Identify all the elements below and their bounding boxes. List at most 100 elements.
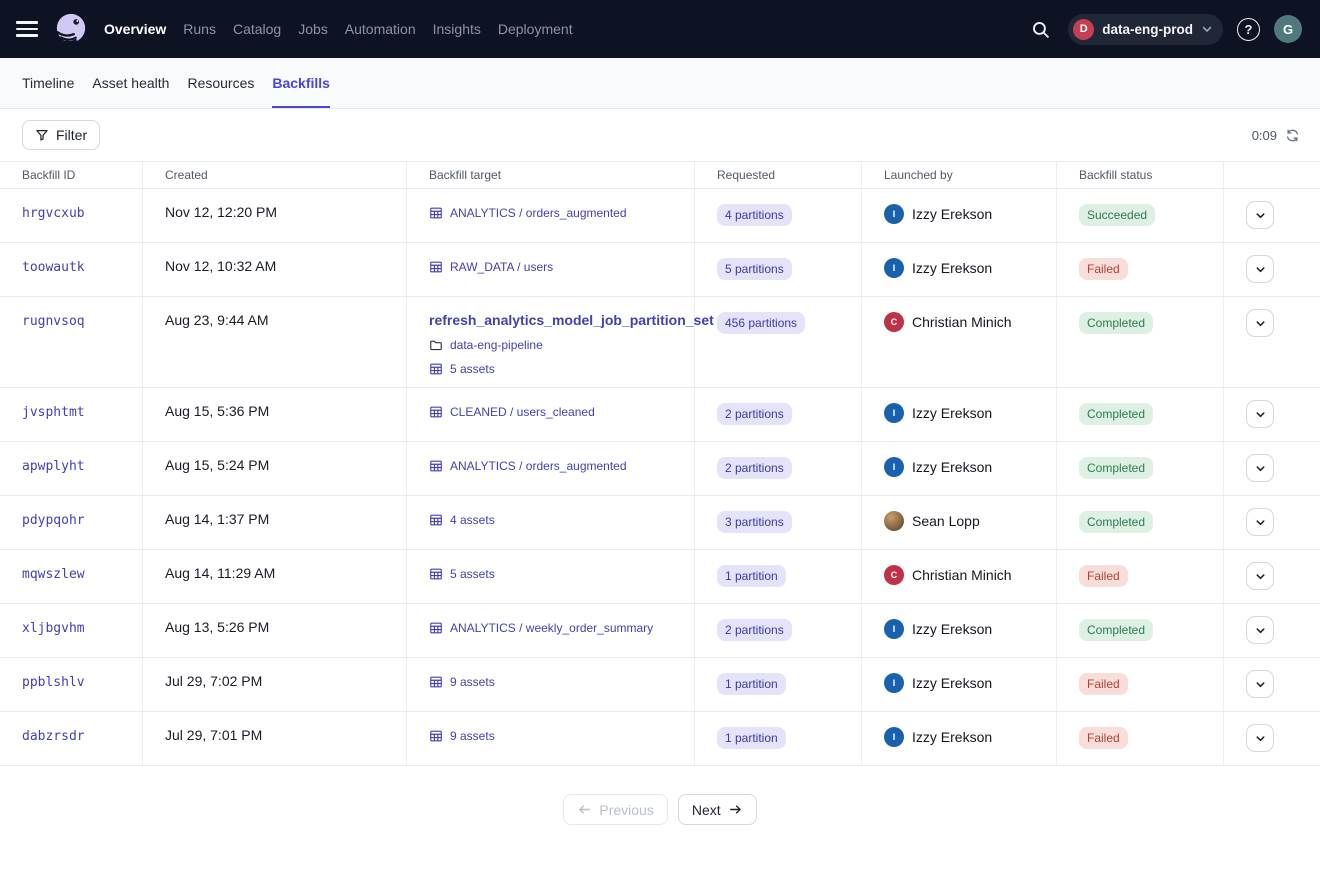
backfill-target-link[interactable]: ANALYTICS / orders_augmented <box>450 457 627 475</box>
asset-table-icon <box>429 729 443 743</box>
backfill-target-link[interactable]: ANALYTICS / orders_augmented <box>450 204 627 222</box>
nav-item-deployment[interactable]: Deployment <box>498 21 573 37</box>
created-cell: Aug 13, 5:26 PM <box>143 604 407 657</box>
chevron-down-icon <box>1254 624 1267 637</box>
row-actions-button[interactable] <box>1246 454 1274 482</box>
backfill-target-link[interactable]: CLEANED / users_cleaned <box>450 403 595 421</box>
backfill-id-link[interactable]: apwplyht <box>22 459 85 474</box>
backfill-id-link[interactable]: jvsphtmt <box>22 405 85 420</box>
backfill-id-link[interactable]: toowautk <box>22 260 85 275</box>
requested-cell: 5 partitions <box>695 243 862 296</box>
backfill-target-link[interactable]: ANALYTICS / weekly_order_summary <box>450 619 653 637</box>
backfill-target-cell: ANALYTICS / orders_augmented <box>407 442 695 495</box>
table-row: dabzrsdr Jul 29, 7:01 PM 9 assets 1 part… <box>0 712 1320 766</box>
status-badge: Failed <box>1079 258 1128 280</box>
deployment-switcher[interactable]: D data-eng-prod <box>1068 14 1223 45</box>
arrow-right-icon <box>728 802 743 817</box>
table-row: mqwszlew Aug 14, 11:29 AM 5 assets 1 par… <box>0 550 1320 604</box>
actions-cell <box>1224 550 1320 603</box>
tab-resources[interactable]: Resources <box>187 58 254 108</box>
launched-by-cell: I Izzy Erekson <box>862 442 1057 495</box>
help-button[interactable]: ? <box>1237 18 1260 41</box>
backfill-target-link[interactable]: 9 assets <box>450 673 495 691</box>
pagination: Previous Next <box>0 794 1320 825</box>
asset-table-icon <box>429 362 443 376</box>
previous-page-button[interactable]: Previous <box>563 794 667 825</box>
created-cell: Aug 23, 9:44 AM <box>143 297 407 387</box>
main-nav: Overview Runs Catalog Jobs Automation Insight… <box>104 21 573 37</box>
requested-cell: 456 partitions <box>695 297 862 387</box>
filter-button[interactable]: Filter <box>22 120 100 150</box>
nav-item-insights[interactable]: Insights <box>433 21 481 37</box>
table-row: hrgvcxub Nov 12, 12:20 PM ANALYTICS / or… <box>0 189 1320 243</box>
next-page-button[interactable]: Next <box>678 794 757 825</box>
row-actions-button[interactable] <box>1246 724 1274 752</box>
row-actions-button[interactable] <box>1246 670 1274 698</box>
created-timestamp: Aug 13, 5:26 PM <box>165 619 269 635</box>
backfill-id-link[interactable]: xljbgvhm <box>22 621 85 636</box>
requested-cell: 2 partitions <box>695 442 862 495</box>
created-timestamp: Nov 12, 12:20 PM <box>165 204 277 220</box>
row-actions-button[interactable] <box>1246 201 1274 229</box>
tab-asset-health[interactable]: Asset health <box>92 58 169 108</box>
column-header-backfill-id: Backfill ID <box>0 162 143 188</box>
column-header-backfill-status: Backfill status <box>1057 162 1224 188</box>
row-actions-button[interactable] <box>1246 400 1274 428</box>
backfill-id-link[interactable]: pdypqohr <box>22 513 85 528</box>
backfill-target-link[interactable]: 5 assets <box>450 360 495 378</box>
hamburger-menu-icon[interactable] <box>16 16 42 42</box>
requested-badge: 2 partitions <box>717 619 792 641</box>
nav-item-catalog[interactable]: Catalog <box>233 21 281 37</box>
backfill-target-link[interactable]: 5 assets <box>450 565 495 583</box>
launched-by-name: Izzy Erekson <box>912 260 992 276</box>
nav-item-overview[interactable]: Overview <box>104 21 166 37</box>
requested-cell: 1 partition <box>695 712 862 765</box>
backfill-target-cell: refresh_analytics_model_job_partition_se… <box>407 297 695 387</box>
tab-backfills[interactable]: Backfills <box>272 58 330 108</box>
deployment-initial-badge: D <box>1073 19 1094 40</box>
tab-timeline[interactable]: Timeline <box>22 58 74 108</box>
actions-cell <box>1224 712 1320 765</box>
nav-item-jobs[interactable]: Jobs <box>298 21 328 37</box>
backfill-id-link[interactable]: rugnvsoq <box>22 314 85 329</box>
row-actions-button[interactable] <box>1246 255 1274 283</box>
backfill-id-link[interactable]: mqwszlew <box>22 567 85 582</box>
backfill-target-link[interactable]: 9 assets <box>450 727 495 745</box>
user-avatar[interactable]: G <box>1274 15 1302 43</box>
topnav-right: D data-eng-prod ? G <box>1027 14 1302 45</box>
row-actions-button[interactable] <box>1246 309 1274 337</box>
search-button[interactable] <box>1027 16 1054 43</box>
launched-by-cell: C Christian Minich <box>862 550 1057 603</box>
backfill-target-link[interactable]: data-eng-pipeline <box>450 336 543 354</box>
launched-by-cell: Sean Lopp <box>862 496 1057 549</box>
backfill-id-cell: mqwszlew <box>0 550 143 603</box>
backfill-id-cell: dabzrsdr <box>0 712 143 765</box>
backfill-id-link[interactable]: dabzrsdr <box>22 729 85 744</box>
backfill-target-link[interactable]: RAW_DATA / users <box>450 258 553 276</box>
backfill-target-link[interactable]: refresh_analytics_model_job_partition_se… <box>429 310 714 330</box>
next-page-label: Next <box>692 802 721 818</box>
row-actions-button[interactable] <box>1246 616 1274 644</box>
status-cell: Succeeded <box>1057 189 1224 242</box>
backfill-id-link[interactable]: ppblshlv <box>22 675 85 690</box>
backfill-id-link[interactable]: hrgvcxub <box>22 206 85 221</box>
launched-by-cell: I Izzy Erekson <box>862 189 1057 242</box>
row-actions-button[interactable] <box>1246 508 1274 536</box>
requested-badge: 1 partition <box>717 673 786 695</box>
asset-table-icon <box>429 675 443 689</box>
status-badge: Completed <box>1079 312 1153 334</box>
requested-cell: 2 partitions <box>695 388 862 441</box>
user-avatar-icon: C <box>884 565 904 585</box>
status-cell: Completed <box>1057 604 1224 657</box>
chevron-down-icon <box>1254 408 1267 421</box>
nav-item-automation[interactable]: Automation <box>345 21 416 37</box>
actions-cell <box>1224 658 1320 711</box>
column-header-actions <box>1224 162 1320 188</box>
table-row: ppblshlv Jul 29, 7:02 PM 9 assets 1 part… <box>0 658 1320 712</box>
launched-by-name: Izzy Erekson <box>912 729 992 745</box>
nav-item-runs[interactable]: Runs <box>183 21 216 37</box>
row-actions-button[interactable] <box>1246 562 1274 590</box>
chevron-down-icon <box>1254 462 1267 475</box>
refresh-button[interactable] <box>1285 128 1300 143</box>
backfill-target-link[interactable]: 4 assets <box>450 511 495 529</box>
